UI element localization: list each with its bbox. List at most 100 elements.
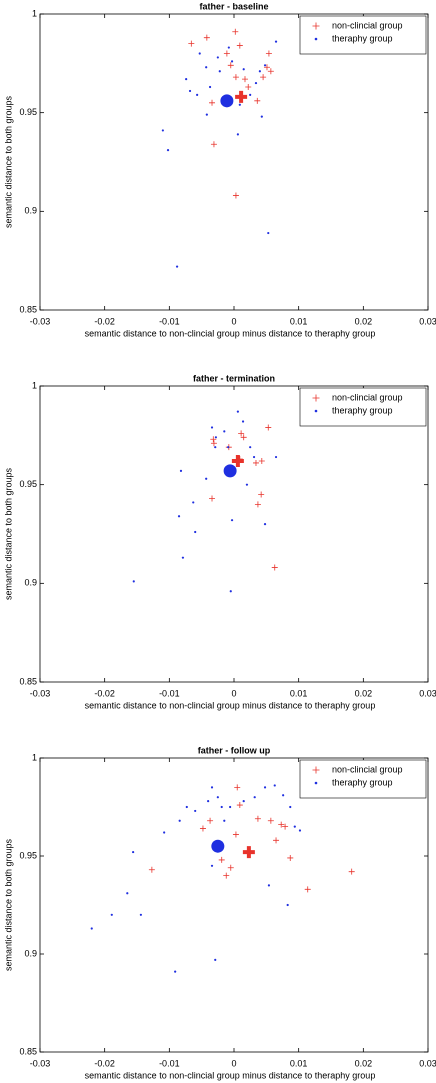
point: [232, 28, 239, 35]
point: [177, 515, 181, 518]
point: [227, 446, 230, 449]
point: [258, 457, 265, 464]
point: [267, 68, 274, 75]
point: [198, 52, 201, 55]
point: [293, 825, 296, 828]
point: [274, 40, 278, 43]
point: [220, 805, 223, 809]
point: [216, 796, 219, 799]
point: [185, 805, 188, 809]
point: [227, 46, 230, 49]
point: [148, 866, 155, 873]
y-tick-label: 1: [32, 752, 37, 762]
point: [210, 426, 214, 429]
plot-frame: [39, 13, 429, 311]
point: [234, 784, 241, 791]
point: [242, 800, 245, 803]
x-tick-label: -0.02: [94, 1058, 115, 1068]
point: [203, 34, 210, 41]
x-tick-label: 0: [231, 316, 236, 326]
plot-frame: [39, 757, 429, 1053]
point: [216, 56, 219, 59]
plot-frame: [39, 385, 429, 683]
y-tick-label: 0.9: [24, 578, 37, 588]
legend-marker: [314, 37, 318, 41]
point: [263, 64, 270, 71]
point: [218, 856, 225, 863]
legend-marker: [312, 394, 320, 402]
point: [240, 434, 247, 441]
point: [260, 74, 267, 81]
point: [236, 802, 243, 809]
point: [260, 115, 263, 118]
point: [175, 265, 179, 268]
point: [210, 436, 217, 443]
point: [274, 455, 278, 459]
point: [236, 133, 239, 136]
mean-point: [223, 464, 237, 478]
y-tick-label: 1: [32, 380, 37, 390]
point: [271, 564, 278, 571]
point: [289, 805, 292, 809]
point: [287, 854, 294, 861]
point: [163, 831, 166, 834]
x-tick-label: 0.02: [355, 1058, 373, 1068]
point: [181, 556, 185, 559]
point: [263, 786, 267, 789]
point: [205, 113, 208, 116]
point: [278, 821, 285, 828]
x-tick-label: 0.03: [419, 688, 436, 698]
point: [236, 410, 239, 413]
point: [188, 89, 192, 93]
x-tick-label: -0.02: [94, 688, 115, 698]
y-tick-label: 0.85: [19, 1046, 37, 1056]
legend-label: non-clincial group: [332, 764, 403, 774]
point: [207, 800, 210, 803]
point: [192, 501, 195, 504]
point: [241, 420, 245, 423]
y-axis-label: semantic distance to both groups: [3, 95, 13, 228]
point: [210, 864, 214, 867]
point: [249, 446, 252, 449]
point: [132, 580, 135, 583]
point: [253, 796, 256, 799]
legend-label: non-clincial group: [332, 392, 403, 402]
point: [254, 97, 261, 104]
mean-point: [211, 839, 225, 853]
point: [227, 864, 234, 871]
point: [223, 872, 230, 879]
y-tick-label: 0.85: [19, 304, 37, 314]
point: [132, 850, 135, 854]
point: [196, 93, 199, 97]
legend-box: [299, 15, 427, 55]
point: [282, 794, 285, 797]
point: [245, 84, 252, 91]
point: [214, 958, 217, 961]
legend-label: theraphy group: [332, 777, 393, 787]
x-tick-label: -0.03: [30, 316, 51, 326]
point: [282, 823, 289, 830]
legend-box: [299, 387, 427, 427]
point: [348, 868, 355, 875]
x-tick-label: -0.02: [94, 316, 115, 326]
point: [241, 76, 248, 83]
y-tick-label: 0.9: [24, 948, 37, 958]
point: [174, 970, 177, 973]
point: [273, 837, 280, 844]
legend-marker: [314, 781, 318, 785]
chart-title: father - follow up: [198, 745, 271, 755]
y-tick-label: 0.9: [24, 206, 37, 216]
x-axis-label: semantic distance to non-clincial group …: [85, 1070, 376, 1080]
point: [194, 530, 197, 534]
point: [304, 886, 311, 893]
legend-marker: [312, 22, 320, 30]
point: [166, 149, 170, 152]
point: [236, 42, 243, 49]
y-axis-label: semantic distance to both groups: [3, 467, 13, 600]
x-axis-label: semantic distance to non-clincial group …: [85, 700, 376, 710]
chart-title: father - termination: [193, 373, 275, 383]
point: [252, 459, 259, 466]
point: [185, 78, 188, 81]
